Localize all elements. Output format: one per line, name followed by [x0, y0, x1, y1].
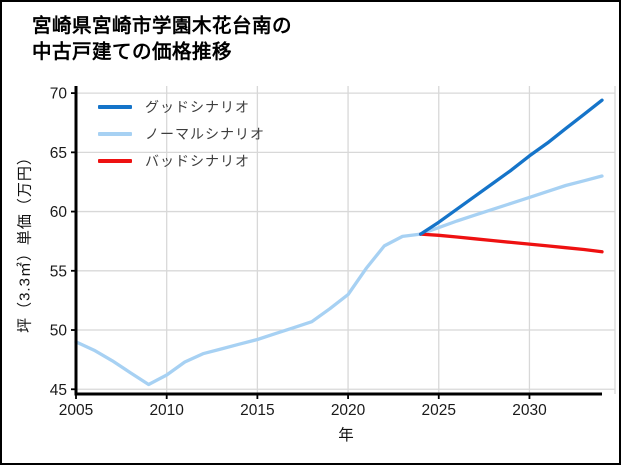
normal-scenario-line-swatch — [98, 131, 132, 136]
svg-text:55: 55 — [50, 263, 67, 280]
svg-text:50: 50 — [50, 323, 68, 340]
legend-item-normal-scenario: ノーマルシナリオ — [98, 120, 265, 147]
svg-text:70: 70 — [50, 86, 68, 103]
x-axis-label: 年 — [338, 427, 354, 444]
svg-text:65: 65 — [50, 145, 67, 162]
legend-label-normal-scenario: ノーマルシナリオ — [145, 125, 265, 142]
svg-text:2015: 2015 — [240, 402, 274, 419]
legend: グッドシナリオ ノーマルシナリオ バッドシナリオ — [98, 93, 265, 174]
good-scenario-line-swatch — [98, 104, 132, 109]
svg-text:2030: 2030 — [512, 402, 547, 419]
bad-scenario-line-swatch — [98, 158, 132, 163]
legend-item-bad-scenario: バッドシナリオ — [98, 147, 265, 174]
legend-item-good-scenario: グッドシナリオ — [98, 93, 265, 120]
svg-text:45: 45 — [50, 382, 67, 399]
svg-text:2005: 2005 — [59, 402, 93, 419]
chart-title: 宮崎県宮崎市学園木花台南の 中古戸建ての価格推移 — [32, 13, 292, 65]
svg-text:2025: 2025 — [422, 402, 456, 419]
svg-text:2020: 2020 — [331, 402, 366, 419]
y-axis-label: 坪（3.3㎡）単価（万円） — [16, 149, 34, 333]
legend-label-bad-scenario: バッドシナリオ — [145, 152, 250, 169]
chart-title-line2: 中古戸建ての価格推移 — [32, 41, 233, 63]
svg-text:60: 60 — [50, 204, 68, 221]
legend-label-good-scenario: グッドシナリオ — [145, 98, 250, 115]
svg-text:2010: 2010 — [149, 402, 184, 419]
chart-title-line1: 宮崎県宮崎市学園木花台南の — [32, 15, 293, 37]
